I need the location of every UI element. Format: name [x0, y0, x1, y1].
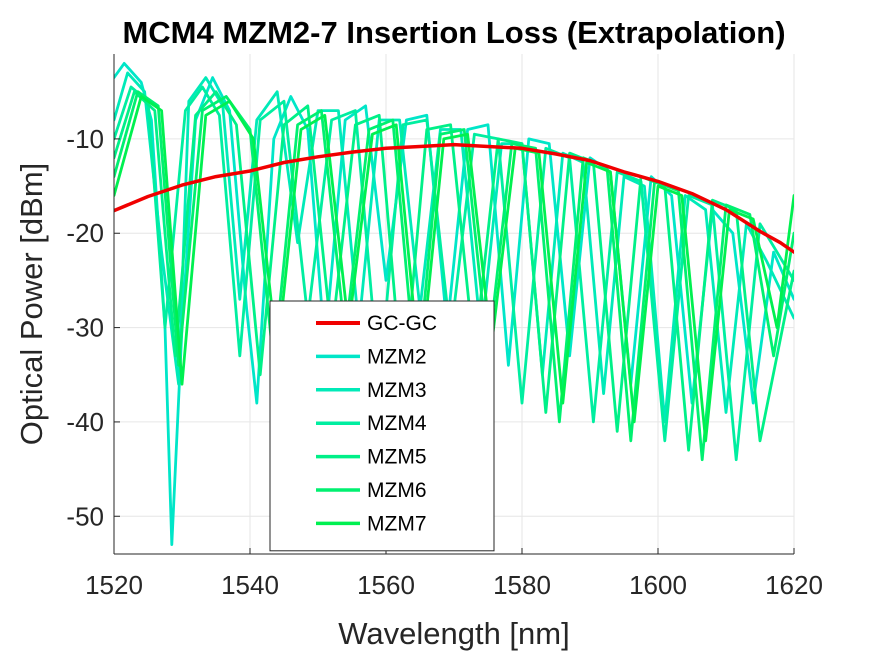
legend-label-mzm3: MZM3: [367, 379, 427, 402]
legend-box: [269, 300, 495, 552]
legend-label-mzm4: MZM4: [367, 412, 427, 435]
legend-label-gc-gc: GC-GC: [367, 312, 437, 335]
legend-label-mzm7: MZM7: [367, 512, 427, 535]
y-tick-label: -50: [66, 501, 104, 531]
series-line-mzm7: [114, 95, 794, 443]
series-line-gc-gc: [114, 142, 794, 254]
legend-label-mzm5: MZM5: [367, 446, 427, 469]
series-line-mzm3: [114, 71, 794, 424]
legend: GC-GC MZM2 MZM3 MZM4 MZM5 MZM6 MZM7: [269, 300, 495, 552]
series-line-mzm5: [114, 90, 794, 452]
x-tick-label: 1540: [221, 570, 279, 600]
x-tick-label: 1620: [765, 570, 823, 600]
series-layer: [114, 62, 794, 546]
y-tick-label: -40: [66, 407, 104, 437]
y-axis-label: Optical Power [dBm]: [14, 163, 49, 446]
chart-title: MCM4 MZM2-7 Insertion Loss (Extrapolatio…: [122, 15, 785, 50]
series-line-mzm4: [114, 85, 794, 462]
legend-label-mzm2: MZM2: [367, 345, 427, 368]
y-tick-label: -30: [66, 313, 104, 343]
axes: 1520 1540 1560 1580 1600 1620 -50 -40 -30 -20 -10: [66, 54, 823, 600]
legend-label-mzm6: MZM6: [367, 479, 427, 502]
x-tick-label: 1520: [85, 570, 143, 600]
x-axis-label: Wavelength [nm]: [338, 616, 569, 651]
x-tick-label: 1580: [493, 570, 551, 600]
x-tick-label: 1560: [357, 570, 415, 600]
y-tick-label: -20: [66, 218, 104, 248]
y-tick-label: -10: [66, 124, 104, 154]
x-tick-label: 1600: [629, 570, 687, 600]
series-line-mzm6: [114, 90, 794, 462]
